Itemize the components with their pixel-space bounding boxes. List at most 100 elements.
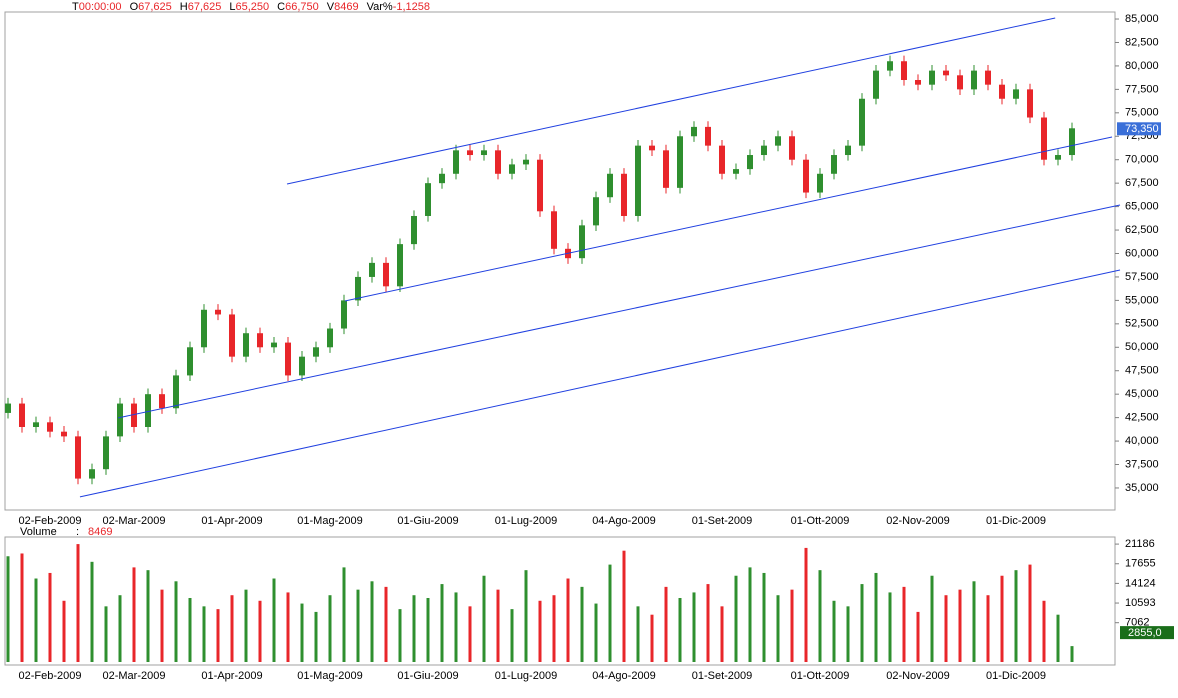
x-tick-label: 02-Mar-2009 [103, 515, 166, 527]
y-tick-label: 60,000 [1125, 247, 1159, 259]
candle-body [649, 145, 655, 151]
x-tick-label: 02-Mar-2009 [103, 670, 166, 682]
volume-bar [930, 575, 934, 662]
header-label: T [72, 1, 79, 13]
x-tick-label: 04-Ago-2009 [592, 515, 656, 527]
x-tick-label: 01-Lug-2009 [495, 670, 557, 682]
volume-bar [48, 572, 52, 662]
candle-body [75, 436, 81, 479]
y-tick-label: 85,000 [1125, 13, 1159, 25]
volume-bar [664, 586, 668, 662]
volume-bar [174, 581, 178, 662]
volume-bar [244, 589, 248, 662]
candle-body [495, 150, 501, 174]
x-tick-label: 04-Ago-2009 [592, 670, 656, 682]
volume-bar [524, 570, 528, 662]
x-tick-label: 01-Mag-2009 [297, 515, 362, 527]
candle-body [971, 70, 977, 90]
candle-body [887, 61, 893, 71]
volume-bar [342, 567, 346, 662]
volume-bar [1000, 575, 1004, 662]
candle-body [5, 403, 11, 413]
header-label: L [229, 1, 235, 13]
candle-body [201, 309, 207, 348]
last-price-box [1117, 122, 1161, 136]
trend-line [79, 269, 1121, 498]
candle-body [33, 422, 39, 427]
volume-bar [398, 609, 402, 662]
y-tick-label: 47,500 [1125, 365, 1159, 377]
header-value: 8469 [334, 1, 358, 13]
candle-body [1027, 89, 1033, 118]
y-tick-label: 82,500 [1125, 36, 1159, 48]
volume-bar [370, 581, 374, 662]
candle-body [509, 164, 515, 174]
volume-bar [944, 595, 948, 662]
volume-bar [1056, 614, 1060, 662]
candle-body [1069, 128, 1075, 156]
y-tick-label: 57,500 [1125, 271, 1159, 283]
candle-body [103, 436, 109, 470]
candle-body [761, 145, 767, 156]
y-tick-label: 42,500 [1125, 412, 1159, 424]
candle-body [467, 150, 473, 156]
y-tick-label: 37,500 [1125, 458, 1159, 470]
candle-body [397, 244, 403, 287]
volume-bar [496, 589, 500, 662]
y-tick-label: 80,000 [1125, 60, 1159, 72]
header-value: 67,625 [138, 1, 172, 13]
candle-body [747, 155, 753, 170]
y-tick-label: 67,500 [1125, 177, 1159, 189]
candle-body [551, 211, 557, 249]
volume-bar [1028, 564, 1032, 662]
candle-body [523, 159, 529, 165]
candle-body [257, 333, 263, 348]
volume-bar [300, 603, 304, 662]
header-label: C [277, 1, 285, 13]
x-tick-label: 01-Giu-2009 [397, 515, 458, 527]
y-tick-label: 65,000 [1125, 201, 1159, 213]
header-value: 65,250 [236, 1, 270, 13]
volume-bar [202, 606, 206, 662]
volume-bar [748, 567, 752, 662]
volume-bar [216, 609, 220, 662]
volume-bar [874, 572, 878, 662]
y-tick-label: 14124 [1125, 577, 1156, 589]
volume-panel [4, 536, 1116, 666]
volume-bar [706, 584, 710, 662]
volume-bar [356, 589, 360, 662]
y-tick-label: 55,000 [1125, 294, 1159, 306]
x-tick-label: 01-Dic-2009 [986, 515, 1046, 527]
last-volume-box [1120, 626, 1174, 640]
volume-bar [538, 600, 542, 662]
last-price-label: 73,350 [1125, 123, 1159, 135]
candle-body [229, 314, 235, 357]
trend-line [344, 136, 1113, 302]
candle-body [159, 394, 165, 409]
volume-bar [678, 597, 682, 662]
y-tick-label: 21186 [1125, 538, 1155, 550]
volume-bar [622, 550, 626, 662]
candle-body [719, 145, 725, 174]
x-tick-label: 01-Ott-2009 [791, 670, 850, 682]
candle-body [663, 150, 669, 188]
volume-bar [594, 603, 598, 662]
candle-body [915, 79, 921, 85]
candle-body [285, 342, 291, 376]
x-tick-label: 01-Lug-2009 [495, 515, 557, 527]
y-tick-label: 7062 [1125, 617, 1149, 629]
x-tick-label: 01-Giu-2009 [397, 670, 458, 682]
candle-body [369, 262, 375, 277]
volume-bar [636, 606, 640, 662]
volume-bar [20, 553, 24, 662]
candle-body [453, 150, 459, 174]
candle-body [789, 136, 795, 160]
volume-bar [958, 589, 962, 662]
candle-body [47, 422, 53, 432]
volume-bar [790, 589, 794, 662]
candle-body [341, 300, 347, 329]
header-value: 00:00:00 [79, 1, 122, 13]
volume-bar [1042, 600, 1046, 662]
candle-body [271, 342, 277, 348]
volume-bar [720, 606, 724, 662]
